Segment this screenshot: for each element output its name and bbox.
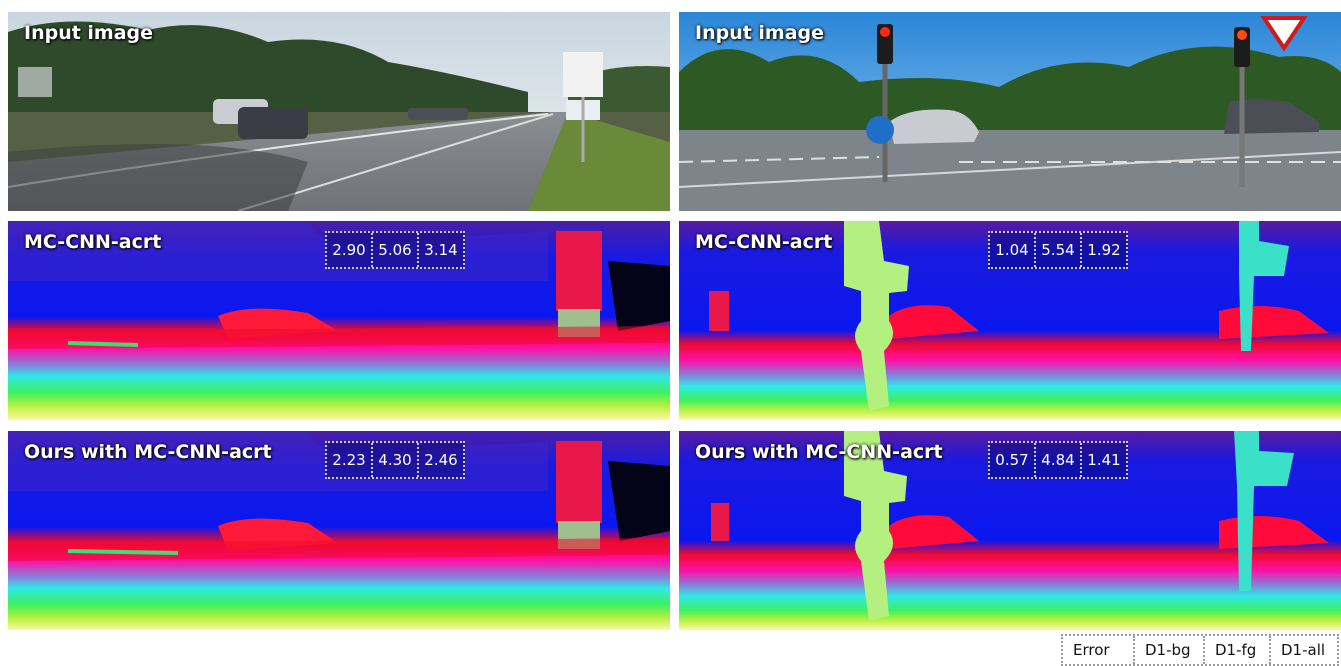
- left-ours-disparity-map: [8, 431, 670, 630]
- right-ours-disparity: Ours with MC-CNN-acrt 0.57 4.84 1.41: [679, 431, 1341, 630]
- legend-d1-fg-label: D1-fg: [1203, 636, 1269, 664]
- d1-fg-value: 5.54: [1034, 233, 1080, 267]
- d1-fg-value: 4.30: [371, 443, 417, 477]
- left-baseline-disparity: MC-CNN-acrt 2.90 5.06 3.14: [8, 221, 670, 420]
- left-input-caption: Input image: [24, 22, 154, 44]
- d1-all-value: 3.14: [417, 233, 463, 267]
- error-metric-legend: Error D1-bg D1-fg D1-all: [1061, 634, 1339, 666]
- d1-bg-value: 2.90: [332, 241, 366, 259]
- right-input-caption: Input image: [695, 22, 825, 44]
- left-baseline-caption: MC-CNN-acrt: [24, 231, 162, 253]
- legend-error-label: Error: [1073, 641, 1110, 659]
- left-ours-disparity: Ours with MC-CNN-acrt 2.23 4.30 2.46: [8, 431, 670, 630]
- legend-d1-all-label: D1-all: [1269, 636, 1337, 664]
- right-ours-caption: Ours with MC-CNN-acrt: [695, 441, 943, 463]
- d1-bg-value: 1.04: [995, 241, 1029, 259]
- left-ours-caption: Ours with MC-CNN-acrt: [24, 441, 272, 463]
- right-baseline-disparity-map: [679, 221, 1341, 420]
- left-input-image: Input image: [8, 12, 670, 211]
- right-ours-disparity-map: [679, 431, 1341, 630]
- right-intersection-scene: [679, 12, 1341, 211]
- d1-fg-value: 4.84: [1034, 443, 1080, 477]
- right-baseline-disparity: MC-CNN-acrt 1.04 5.54 1.92: [679, 221, 1341, 420]
- d1-all-value: 2.46: [417, 443, 463, 477]
- d1-bg-value: 2.23: [332, 451, 366, 469]
- legend-d1-bg-label: D1-bg: [1133, 636, 1203, 664]
- left-baseline-disparity-map: [8, 221, 670, 420]
- right-ours-error-table: 0.57 4.84 1.41: [988, 441, 1128, 479]
- d1-bg-value: 0.57: [995, 451, 1029, 469]
- right-input-image: Input image: [679, 12, 1341, 211]
- d1-all-value: 1.92: [1080, 233, 1126, 267]
- left-baseline-error-table: 2.90 5.06 3.14: [325, 231, 465, 269]
- right-baseline-caption: MC-CNN-acrt: [695, 231, 833, 253]
- left-ours-error-table: 2.23 4.30 2.46: [325, 441, 465, 479]
- left-street-scene: [8, 12, 670, 211]
- right-baseline-error-table: 1.04 5.54 1.92: [988, 231, 1128, 269]
- d1-fg-value: 5.06: [371, 233, 417, 267]
- d1-all-value: 1.41: [1080, 443, 1126, 477]
